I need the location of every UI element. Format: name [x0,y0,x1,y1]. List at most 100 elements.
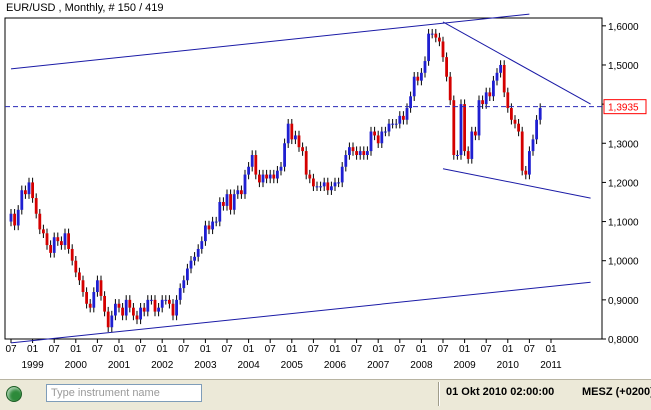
candle-body [391,123,394,125]
candle-body [34,198,38,214]
candle-body [301,147,304,152]
instrument-search-input[interactable] [46,384,202,402]
trend-lines [10,13,591,344]
candle-body [322,182,326,187]
candle-body [459,104,463,156]
candle-body [279,166,283,171]
x-tick-year-label: 2010 [497,360,520,371]
candle-body [402,115,405,120]
candle-body [502,64,506,93]
y-tick-label: 1,1000 [608,218,639,229]
candle-body [124,299,128,316]
status-bar: 01 Okt 2010 02:00:00 MESZ (+0200) [0,379,651,410]
candle-body [423,61,427,73]
candle-body [247,166,250,175]
candle-body [394,123,398,125]
candle-body [96,280,99,293]
connection-status-icon[interactable] [6,386,22,402]
x-tick-month-label: 01 [286,344,298,355]
candle-body [452,100,456,156]
candle-body [330,186,333,191]
candle-body [524,170,528,175]
candle-body [150,299,153,301]
candle-body [337,182,340,184]
candle-body [196,248,200,257]
candle-body [333,182,337,187]
candle-body [175,299,178,316]
candle-body [20,190,24,210]
candle-body [492,80,495,97]
candle-body [304,151,308,175]
x-tick-year-label: 2009 [453,360,476,371]
candle-body [236,190,240,195]
chart-panel: 0,80000,90001,00001,10001,20001,30001,40… [0,0,651,379]
candle-body [265,174,268,179]
x-tick-month-label: 07 [135,344,147,355]
candle-body [200,241,204,249]
candle-body [506,92,510,109]
candle-body [290,123,294,140]
x-tick-month-label: 07 [351,344,363,355]
candle-body [211,221,214,230]
candle-body [258,174,261,183]
candle-body [466,151,470,159]
candle-body [63,233,67,246]
candle-body [438,37,441,42]
status-datetime: 01 Okt 2010 02:00:00 [446,386,555,398]
y-tick-label: 1,3000 [608,139,639,150]
x-tick-month-label: 01 [243,344,255,355]
candle-body [92,292,96,308]
candle-body [283,143,286,167]
y-tick-label: 1,5000 [608,61,639,72]
candle-body [9,213,13,222]
candle-body [409,96,412,109]
x-tick-month-label: 01 [329,344,341,355]
candle-body [261,174,265,183]
candle-body [308,174,312,179]
x-tick-month-label: 01 [459,344,471,355]
candle-body [427,33,430,62]
candle-body [272,174,276,179]
candle-body [157,307,160,312]
candle-body [182,280,186,289]
candle-body [222,201,225,206]
candle-body [31,182,34,199]
candle-body [499,64,502,73]
candle-body [13,213,16,226]
current-price-label: 1,3935 [608,103,639,114]
x-tick-month-label: 01 [545,344,557,355]
candle-body [481,100,484,105]
candle-body [528,151,531,175]
candle-body [448,76,452,101]
candle-body [412,76,416,97]
candle-body [484,92,488,105]
candle-body [369,131,373,152]
chart-title: EUR/USD , Monthly, # 150 / 419 [6,2,164,14]
candle-body [312,178,315,187]
x-tick-month-label: 07 [265,344,277,355]
candle-body [315,186,319,188]
candle-body [348,147,351,156]
candle-body [52,237,56,253]
x-tick-month-label: 01 [113,344,125,355]
candle-body [153,299,157,312]
candle-body [207,225,211,230]
x-tick-year-label: 2007 [367,360,390,371]
candle-body [168,299,171,304]
x-tick-month-label: 07 [178,344,190,355]
y-tick-label: 1,6000 [608,22,639,33]
candle-body [344,155,348,167]
candle-body [78,272,81,281]
candle-body [474,131,477,136]
x-tick-month-label: 01 [373,344,385,355]
candle-body [49,245,52,253]
candle-body [358,151,362,156]
candle-body [67,233,70,249]
plot-border [4,17,603,340]
candle-body [535,119,538,140]
candle-body [60,241,63,246]
candle-body [139,307,142,320]
candle-body [204,225,207,242]
candle-body [88,303,92,308]
candle-body [45,233,49,246]
